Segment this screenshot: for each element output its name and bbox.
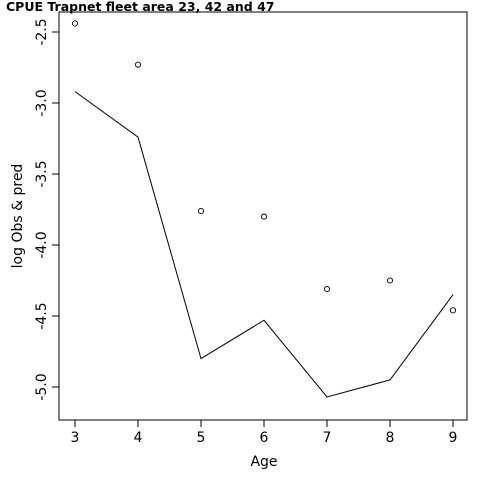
x-tick-label: 9 [449, 430, 458, 446]
y-tick-label: -3.0 [34, 89, 50, 116]
y-tick-label: -5.0 [34, 373, 50, 400]
observed-point [260, 213, 268, 220]
observed-point [197, 207, 205, 214]
observed-series [71, 20, 457, 314]
x-tick-label: 3 [71, 430, 80, 446]
y-tick-label: -2.5 [34, 18, 50, 45]
y-tick-label: -4.5 [34, 302, 50, 329]
chart-title: CPUE Trapnet fleet area 23, 42 and 47 [6, 0, 274, 14]
observed-point [134, 61, 142, 68]
observed-point [323, 285, 331, 293]
observed-point [71, 20, 79, 27]
y-tick-label: -4.0 [34, 231, 50, 258]
observed-point [386, 277, 394, 284]
y-axis: -2.5 -3.0 -3.5 -4.0 -4.5 -5.0 [34, 18, 60, 401]
x-tick-label: 6 [260, 430, 269, 446]
x-tick-label: 5 [197, 430, 206, 446]
x-tick-label: 4 [134, 430, 143, 446]
y-axis-label: log Obs & pred [10, 164, 26, 269]
predicted-line [74, 91, 454, 398]
x-axis: 3 4 5 6 7 8 9 [71, 419, 458, 446]
observed-point [449, 307, 457, 314]
x-tick-label: 8 [386, 430, 395, 446]
y-tick-label: -3.5 [34, 160, 50, 187]
predicted-series [74, 91, 454, 398]
x-axis-label: Age [250, 454, 277, 470]
x-tick-label: 7 [323, 430, 332, 446]
